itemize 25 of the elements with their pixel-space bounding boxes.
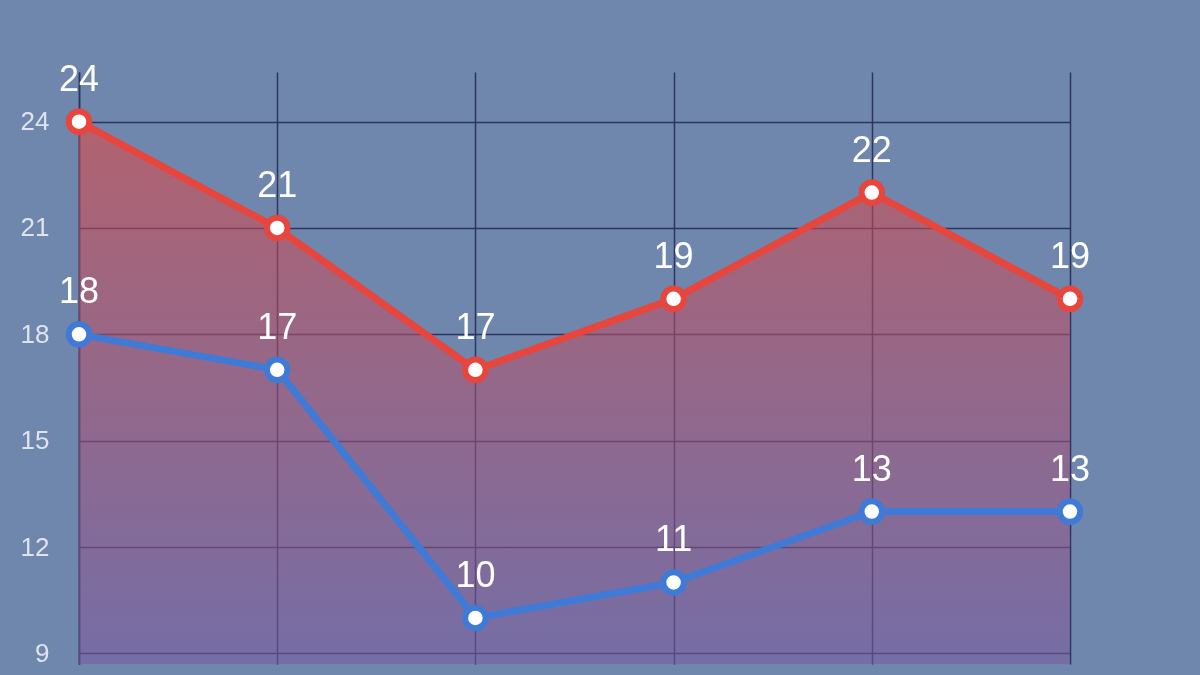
data-label: 13 (1049, 447, 1091, 489)
point (858, 498, 886, 525)
point (1056, 285, 1084, 313)
data-label: 13 (851, 447, 892, 489)
data-label: 11 (654, 518, 693, 560)
y-tick-label: 24 (20, 106, 50, 137)
point (462, 356, 489, 383)
y-tick-label: 9 (35, 637, 50, 668)
point (660, 285, 687, 313)
data-label: 18 (58, 270, 100, 312)
y-tick-label: 21 (20, 212, 50, 243)
data-label: 10 (455, 553, 496, 595)
point (660, 569, 687, 596)
point (858, 179, 886, 206)
point (462, 604, 489, 632)
data-label: 17 (257, 305, 298, 347)
point (1056, 498, 1084, 525)
y-tick-label: 12 (20, 531, 50, 562)
y-tick-label: 15 (20, 425, 50, 456)
point (65, 321, 93, 348)
point (263, 214, 291, 242)
point (65, 108, 93, 135)
y-tick-label: 18 (20, 318, 50, 349)
point (263, 356, 291, 383)
data-label: 24 (58, 57, 100, 99)
